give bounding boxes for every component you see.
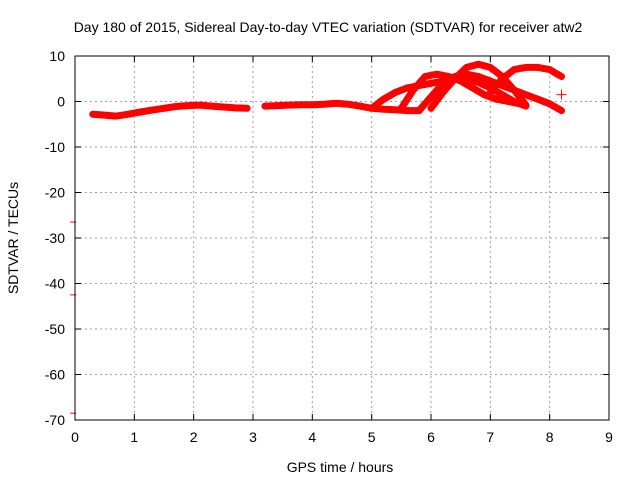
x-tick-label: 0 xyxy=(71,429,79,445)
y-tick-label: 0 xyxy=(57,94,65,110)
y-tick-label: -40 xyxy=(45,276,65,292)
extra-points xyxy=(70,89,567,414)
plot-frame xyxy=(74,55,610,421)
x-tick-label: 7 xyxy=(486,429,494,445)
series-trace-7 xyxy=(486,63,565,96)
x-tick-label: 8 xyxy=(546,429,554,445)
series-trace-5 xyxy=(415,70,565,115)
x-tick-label: 1 xyxy=(130,429,138,445)
x-tick-label: 2 xyxy=(190,429,198,445)
y-tick-label: -20 xyxy=(45,185,65,201)
series-group xyxy=(89,60,565,120)
x-tick-label: 5 xyxy=(368,429,376,445)
y-tick-label: -10 xyxy=(45,139,65,155)
y-tick-label: 10 xyxy=(49,48,65,64)
x-tick-label: 4 xyxy=(308,429,316,445)
y-axis-label: SDTVAR / TECUs xyxy=(5,182,21,294)
y-tick-label: -30 xyxy=(45,230,65,246)
y-tick-label: -60 xyxy=(45,367,65,383)
series-trace-2 xyxy=(261,99,423,115)
x-axis-label: GPS time / hours xyxy=(287,459,394,475)
y-tick-labels: 10 0 -10 -20 -30 -40 -50 -60 -70 xyxy=(45,48,65,428)
x-tick-label: 6 xyxy=(427,429,435,445)
x-tick-labels: 0 1 2 3 4 5 6 7 8 9 xyxy=(71,429,613,445)
y-tick-label: -70 xyxy=(45,412,65,428)
series-trace-4 xyxy=(397,70,524,112)
x-tick-label: 9 xyxy=(605,429,613,445)
series-trace-6 xyxy=(427,60,530,112)
y-tick-label: -50 xyxy=(45,321,65,337)
series-trace-1 xyxy=(89,101,251,120)
x-tick-label: 3 xyxy=(249,429,257,445)
chart-title: Day 180 of 2015, Sidereal Day-to-day VTE… xyxy=(74,19,583,35)
